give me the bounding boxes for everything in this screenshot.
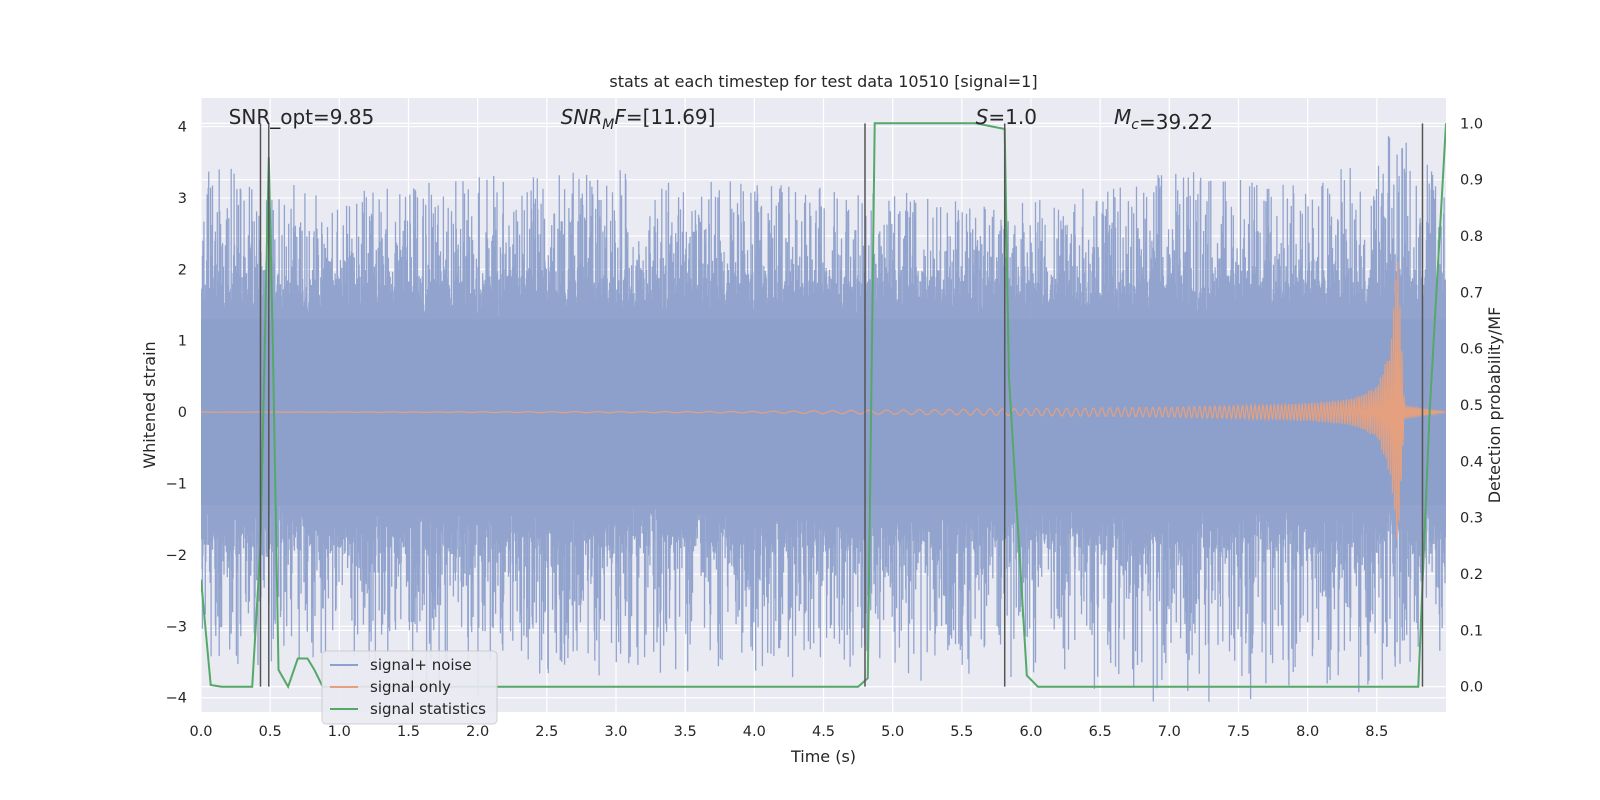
y2-tick-label: 1.0 — [1460, 116, 1483, 132]
x-tick-label: 2.0 — [466, 724, 489, 740]
y-tick-label: −3 — [166, 619, 187, 635]
legend: signal+ noise signal only signal statistic… — [321, 650, 498, 725]
y-tick-label: 0 — [178, 405, 187, 421]
x-tick-label: 2.5 — [535, 724, 558, 740]
y-axis-label: Whitened strain — [140, 341, 159, 468]
y2-tick-label: 0.7 — [1460, 285, 1483, 301]
y-tick-label: 4 — [178, 120, 187, 136]
y-tick-label: 3 — [178, 191, 187, 207]
x-tick-label: 7.5 — [1227, 724, 1250, 740]
x-tick-label: 0.0 — [189, 724, 212, 740]
annotation-0: SNR_opt=9.85 — [229, 105, 375, 129]
y-tick-label: −1 — [166, 477, 187, 493]
x-tick-label: 5.0 — [881, 724, 904, 740]
y2-tick-label: 0.8 — [1460, 229, 1483, 245]
x-tick-label: 6.0 — [1019, 724, 1042, 740]
series-layer — [201, 122, 1446, 702]
x-tick-label: 8.5 — [1365, 724, 1388, 740]
annotation-2: S=1.0 — [976, 105, 1037, 129]
y-tick-label: −4 — [166, 691, 187, 707]
x-tick-label: 4.5 — [812, 724, 835, 740]
y-tick-label: −2 — [166, 548, 187, 564]
y-tick-label: 1 — [178, 334, 187, 350]
annotation-3: Mc=39.22 — [1114, 105, 1213, 134]
y2-tick-label: 0.3 — [1460, 511, 1483, 527]
y2-tick-label: 0.0 — [1460, 680, 1483, 696]
x-tick-label: 6.5 — [1089, 724, 1112, 740]
legend-label: signal+ noise — [370, 656, 472, 674]
y2-tick-label: 0.9 — [1460, 173, 1483, 189]
x-tick-label: 5.5 — [950, 724, 973, 740]
vertical-markers — [259, 123, 1424, 687]
x-tick-label: 8.0 — [1296, 724, 1319, 740]
x-tick-label: 3.0 — [604, 724, 627, 740]
x-tick-label: 0.5 — [259, 724, 282, 740]
axes: 0.0 0.5 1.0 1.5 2.0 2.5 3.0 3.5 4.0 4.5 5.0 5.5 6.0 6… — [166, 116, 1483, 740]
annotation-1: SNRMF=[11.69] — [561, 105, 716, 133]
series-signal-only — [201, 261, 1446, 540]
y2-axis-label: Detection probability/MF — [1485, 307, 1504, 504]
x-axis-label: Time (s) — [790, 747, 856, 766]
legend-label: signal statistics — [370, 700, 486, 718]
x-tick-label: 7.0 — [1158, 724, 1181, 740]
annotations: SNR_opt=9.85 SNRMF=[11.69] S=1.0 Mc=39.22 — [229, 105, 1213, 134]
chart-title: stats at each timestep for test data 105… — [609, 72, 1037, 91]
x-tick-label: 4.0 — [743, 724, 766, 740]
x-tick-label: 1.0 — [328, 724, 351, 740]
y2-tick-label: 0.6 — [1460, 342, 1483, 358]
y2-tick-label: 0.5 — [1460, 398, 1483, 414]
legend-label: signal only — [370, 678, 451, 696]
y2-tick-label: 0.4 — [1460, 454, 1483, 470]
y2-tick-label: 0.1 — [1460, 623, 1483, 639]
y-tick-label: 2 — [178, 262, 187, 278]
legend-box — [321, 650, 498, 725]
x-tick-label: 1.5 — [397, 724, 420, 740]
series-clip-group — [201, 122, 1446, 702]
y2-tick-label: 0.2 — [1460, 567, 1483, 583]
x-tick-label: 3.5 — [674, 724, 697, 740]
